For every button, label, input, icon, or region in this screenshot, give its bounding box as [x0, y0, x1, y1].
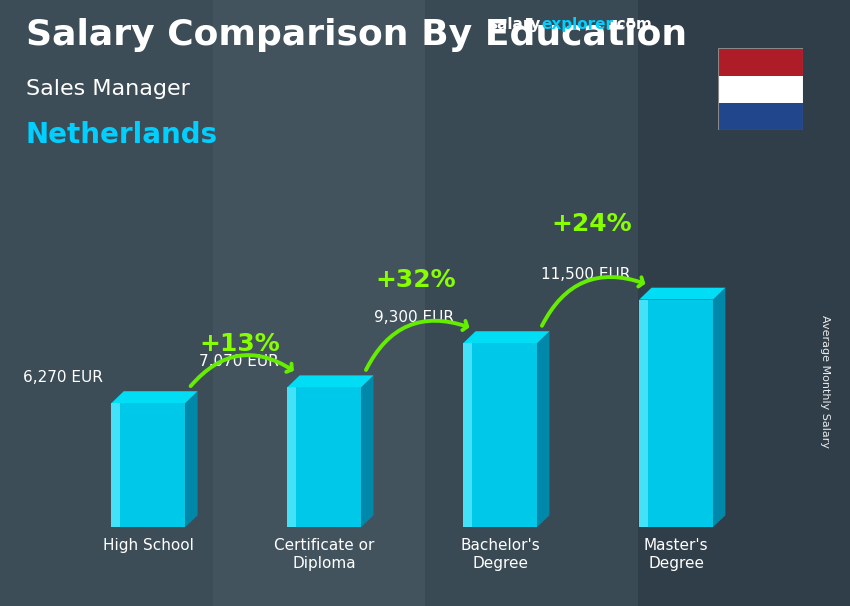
Polygon shape: [639, 288, 725, 299]
Text: salary: salary: [489, 17, 541, 32]
Text: .com: .com: [611, 17, 652, 32]
Polygon shape: [713, 288, 725, 527]
Bar: [718, 76, 803, 103]
Text: +32%: +32%: [375, 268, 456, 291]
Polygon shape: [185, 391, 197, 527]
Text: explorer: explorer: [541, 17, 614, 32]
Bar: [111, 403, 185, 527]
Text: Average Monthly Salary: Average Monthly Salary: [820, 315, 830, 448]
Bar: [463, 343, 472, 527]
Polygon shape: [111, 391, 197, 403]
Polygon shape: [463, 331, 549, 343]
Polygon shape: [361, 375, 373, 527]
Text: 7,070 EUR: 7,070 EUR: [199, 355, 279, 370]
Bar: [287, 387, 296, 527]
Text: 11,500 EUR: 11,500 EUR: [541, 267, 631, 282]
Text: Netherlands: Netherlands: [26, 121, 218, 149]
Text: Salary Comparison By Education: Salary Comparison By Education: [26, 18, 687, 52]
Text: 6,270 EUR: 6,270 EUR: [23, 370, 103, 385]
Text: +13%: +13%: [199, 331, 280, 356]
Bar: [639, 299, 648, 527]
Text: Sales Manager: Sales Manager: [26, 79, 190, 99]
Bar: [463, 343, 537, 527]
Bar: [718, 48, 803, 76]
Bar: [111, 403, 121, 527]
Bar: [718, 103, 803, 130]
Polygon shape: [287, 375, 373, 387]
Bar: [287, 387, 361, 527]
Bar: [639, 299, 713, 527]
Text: +24%: +24%: [551, 212, 632, 236]
Text: 9,300 EUR: 9,300 EUR: [375, 310, 455, 325]
Polygon shape: [537, 331, 549, 527]
